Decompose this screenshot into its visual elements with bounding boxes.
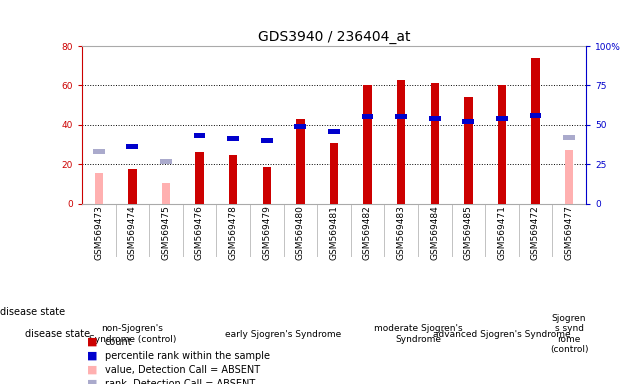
- Bar: [362, 114, 374, 119]
- Text: GSM569472: GSM569472: [531, 205, 540, 260]
- Bar: [229, 155, 238, 204]
- Bar: [430, 83, 439, 204]
- Text: GSM569471: GSM569471: [498, 205, 507, 260]
- Text: disease state: disease state: [25, 329, 90, 339]
- Bar: [329, 142, 338, 204]
- Bar: [364, 86, 372, 204]
- Bar: [563, 135, 575, 140]
- Text: ■: ■: [87, 379, 98, 384]
- Text: GSM569483: GSM569483: [397, 205, 406, 260]
- Bar: [531, 58, 540, 204]
- Text: GSM569477: GSM569477: [564, 205, 573, 260]
- Text: GSM569473: GSM569473: [94, 205, 103, 260]
- Bar: [162, 183, 170, 204]
- Bar: [160, 159, 172, 164]
- Text: count: count: [105, 336, 132, 347]
- Bar: [530, 113, 541, 118]
- Text: GSM569474: GSM569474: [128, 205, 137, 260]
- Text: moderate Sjogren's
Syndrome: moderate Sjogren's Syndrome: [374, 324, 462, 344]
- Bar: [397, 79, 405, 204]
- Text: disease state: disease state: [0, 307, 65, 318]
- Bar: [296, 119, 304, 204]
- Bar: [127, 144, 138, 149]
- Bar: [195, 152, 203, 204]
- Text: percentile rank within the sample: percentile rank within the sample: [105, 351, 270, 361]
- Bar: [429, 116, 440, 121]
- Bar: [395, 114, 407, 119]
- Bar: [498, 86, 506, 204]
- Text: GSM569481: GSM569481: [329, 205, 338, 260]
- Text: ■: ■: [87, 351, 98, 361]
- Text: advanced Sjogren's Syndrome: advanced Sjogren's Syndrome: [433, 329, 571, 339]
- Text: GSM569480: GSM569480: [296, 205, 305, 260]
- Text: non-Sjogren's
Syndrome (control): non-Sjogren's Syndrome (control): [89, 324, 176, 344]
- Bar: [93, 149, 105, 154]
- Bar: [193, 133, 205, 138]
- Bar: [496, 116, 508, 121]
- Text: GSM569475: GSM569475: [161, 205, 170, 260]
- Bar: [263, 167, 271, 204]
- Bar: [128, 169, 137, 204]
- Text: early Sjogren's Syndrome: early Sjogren's Syndrome: [226, 329, 341, 339]
- Text: ■: ■: [87, 336, 98, 347]
- Text: GSM569482: GSM569482: [363, 205, 372, 260]
- Bar: [328, 129, 340, 134]
- Text: GSM569476: GSM569476: [195, 205, 204, 260]
- Bar: [261, 138, 273, 143]
- Text: value, Detection Call = ABSENT: value, Detection Call = ABSENT: [105, 364, 260, 374]
- Bar: [294, 124, 306, 129]
- Bar: [565, 151, 573, 204]
- Text: Sjogren
s synd
rome
(control): Sjogren s synd rome (control): [550, 314, 588, 354]
- Text: GSM569485: GSM569485: [464, 205, 472, 260]
- Bar: [227, 136, 239, 141]
- Bar: [94, 173, 103, 204]
- Bar: [462, 119, 474, 124]
- Bar: [464, 97, 472, 204]
- Text: GSM569484: GSM569484: [430, 205, 439, 260]
- Text: ■: ■: [87, 364, 98, 374]
- Title: GDS3940 / 236404_at: GDS3940 / 236404_at: [258, 30, 410, 44]
- Text: GSM569478: GSM569478: [229, 205, 238, 260]
- Text: GSM569479: GSM569479: [262, 205, 271, 260]
- Text: rank, Detection Call = ABSENT: rank, Detection Call = ABSENT: [105, 379, 255, 384]
